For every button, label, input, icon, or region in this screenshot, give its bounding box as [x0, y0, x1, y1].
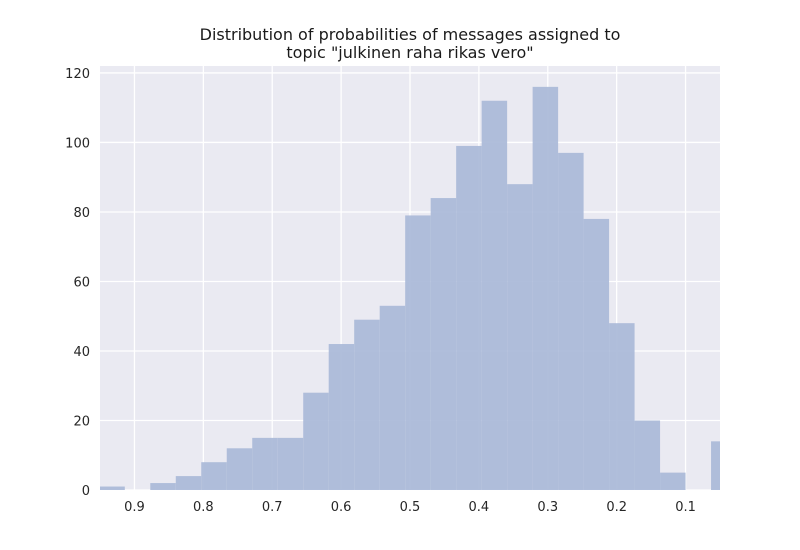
x-tick-label-4: 0.5 — [400, 500, 421, 515]
x-tick-label-7: 0.2 — [606, 500, 627, 515]
histogram-bar-15 — [481, 100, 508, 491]
histogram-bar-11 — [379, 305, 406, 490]
histogram-bar-8 — [303, 392, 329, 490]
histogram-bar-21 — [634, 420, 661, 490]
chart-title-line-1: Distribution of probabilities of message… — [200, 25, 621, 44]
y-tick-label-3: 60 — [73, 275, 90, 290]
histogram-bar-13 — [430, 198, 457, 491]
y-tick-label-1: 20 — [73, 414, 90, 429]
x-tick-label-1: 0.8 — [193, 500, 214, 515]
histogram-bar-22 — [660, 472, 686, 490]
histogram-bars — [100, 86, 720, 491]
histogram-bar-2 — [150, 483, 176, 490]
y-tick-label-2: 40 — [73, 345, 90, 360]
histogram-bar-9 — [328, 344, 355, 490]
histogram-bar-4 — [201, 462, 227, 490]
x-tick-label-8: 0.1 — [675, 500, 696, 515]
histogram-bar-20 — [609, 323, 635, 490]
histogram-bar-12 — [405, 215, 431, 490]
chart-title-line-2: topic "julkinen raha rikas vero" — [286, 43, 533, 62]
x-tick-label-5: 0.4 — [469, 500, 490, 515]
histogram-bar-3 — [175, 476, 202, 490]
histogram-bar-19 — [583, 218, 610, 490]
axis-tick-labels: 0 20 40 60 80 100 120 0.9 0.8 0.7 0.6 0.5 0.4 0.3 0.2 0… — [65, 67, 696, 515]
x-tick-label-6: 0.3 — [537, 500, 558, 515]
histogram-bar-7 — [277, 437, 304, 490]
x-tick-label-2: 0.7 — [262, 500, 283, 515]
histogram-bar-16 — [507, 184, 533, 490]
histogram-bar-18 — [558, 152, 584, 490]
histogram-bar-14 — [456, 145, 482, 490]
x-tick-label-3: 0.6 — [331, 500, 352, 515]
histogram-bar-0 — [100, 486, 125, 490]
y-tick-label-5: 100 — [65, 136, 90, 151]
y-tick-label-0: 0 — [82, 484, 90, 499]
histogram-bar-24 — [711, 441, 720, 490]
x-tick-label-0: 0.9 — [124, 500, 145, 515]
histogram-bar-10 — [354, 319, 380, 490]
histogram-bar-6 — [252, 437, 278, 490]
histogram-bar-17 — [532, 86, 559, 490]
y-tick-label-6: 120 — [65, 67, 90, 82]
histogram-bar-5 — [226, 448, 253, 490]
y-tick-label-4: 80 — [73, 206, 90, 221]
